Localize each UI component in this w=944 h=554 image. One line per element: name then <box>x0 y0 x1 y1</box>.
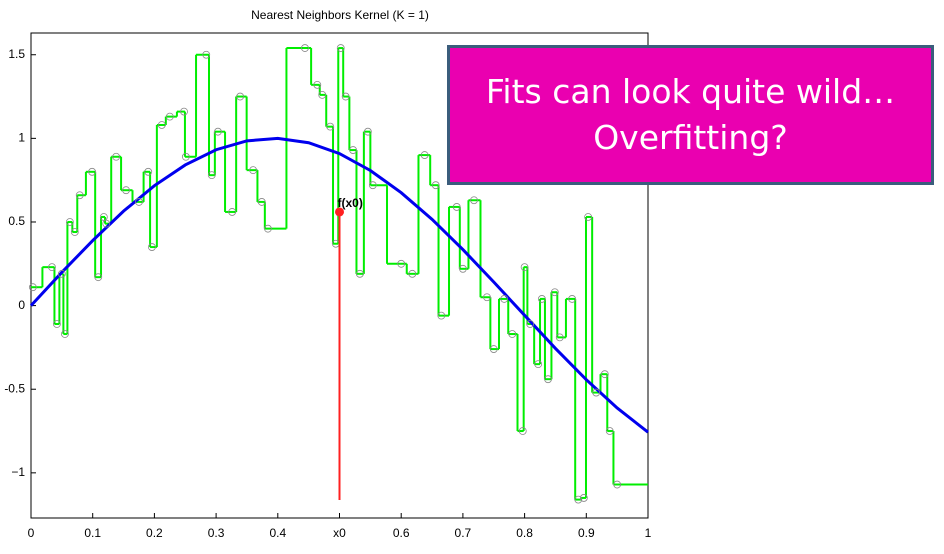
observation <box>534 360 543 369</box>
observation <box>355 269 364 278</box>
observation <box>420 151 429 159</box>
observation <box>99 213 108 221</box>
x-tick-label: 0.3 <box>208 526 225 540</box>
y-tick-label: 0 <box>18 298 25 312</box>
x-tick-label: 0.1 <box>84 526 101 540</box>
observation <box>341 92 350 101</box>
x-tick-label: 0.6 <box>393 526 410 540</box>
observation <box>555 333 564 342</box>
observation <box>65 218 74 226</box>
observation <box>537 295 546 303</box>
callout: Fits can look quite wild… Overfitting? <box>447 45 934 185</box>
observation <box>592 388 601 397</box>
observation <box>57 269 66 278</box>
observation <box>431 181 440 190</box>
x-tick-label: 0.4 <box>269 526 286 540</box>
query-point <box>335 207 344 217</box>
observation <box>605 427 614 435</box>
y-tick-label: -0.5 <box>4 381 25 395</box>
observation <box>135 198 143 206</box>
observation <box>518 427 527 435</box>
observation <box>489 345 498 353</box>
observation <box>148 243 156 251</box>
observation <box>122 186 130 195</box>
callout-line: Fits can look quite wild… <box>485 72 896 111</box>
x-tick-label: 0.2 <box>146 526 163 540</box>
observation <box>301 44 309 52</box>
observation <box>228 208 237 216</box>
observation <box>500 295 509 303</box>
observation <box>207 171 216 180</box>
x-tick-label: 0.9 <box>578 526 595 540</box>
observation <box>202 50 211 59</box>
observation <box>157 121 166 129</box>
observation <box>574 495 583 504</box>
observation <box>483 293 491 302</box>
observation <box>53 320 61 328</box>
observation <box>249 166 258 175</box>
observation <box>526 320 535 328</box>
observation <box>264 224 272 233</box>
observation <box>613 480 622 489</box>
observation <box>144 167 153 176</box>
observation <box>349 146 357 154</box>
x-tick-label: 1 <box>645 526 652 540</box>
observation <box>458 264 467 273</box>
observation <box>520 263 529 272</box>
observation <box>568 295 577 303</box>
x-tick-label: 0.8 <box>516 526 533 540</box>
y-tick-label: 1 <box>18 131 25 145</box>
observation <box>336 44 345 52</box>
observation <box>470 196 478 205</box>
observation <box>313 80 322 89</box>
observation <box>584 213 593 221</box>
y-tick-label: −1 <box>11 465 25 479</box>
x-tick-label: 0.7 <box>455 526 472 540</box>
observation <box>257 198 266 206</box>
observation <box>214 127 222 136</box>
observation <box>544 375 552 384</box>
observation <box>368 181 377 190</box>
observation <box>102 219 111 228</box>
observation <box>165 112 174 121</box>
chart-title: Nearest Neighbors Kernel (K = 1) <box>251 8 429 22</box>
observation <box>600 370 609 379</box>
observation <box>236 92 245 101</box>
true-curve <box>29 136 649 434</box>
observation <box>397 259 406 268</box>
observation <box>48 263 56 272</box>
x-tick-label: 0 <box>28 526 35 540</box>
observation <box>61 330 69 338</box>
y-tick-label: 0.5 <box>8 214 25 228</box>
observation <box>363 127 372 136</box>
observation <box>326 122 335 131</box>
observation <box>508 330 517 338</box>
observation <box>452 203 461 211</box>
observation <box>94 273 103 282</box>
x-tick-label: x0 <box>333 526 346 540</box>
observation <box>437 311 446 320</box>
observation <box>112 152 121 161</box>
observation <box>408 269 417 278</box>
observation <box>28 283 37 292</box>
query-label: f(x0) <box>338 196 363 210</box>
callout-line: Overfitting? <box>593 118 788 157</box>
observation <box>550 288 559 297</box>
observation <box>579 494 588 502</box>
observation <box>88 167 96 176</box>
observation <box>181 152 190 161</box>
y-tick-label: 1.5 <box>8 47 25 61</box>
observation <box>70 228 79 236</box>
observation <box>75 191 84 200</box>
observation <box>180 107 188 116</box>
observation <box>318 90 327 99</box>
